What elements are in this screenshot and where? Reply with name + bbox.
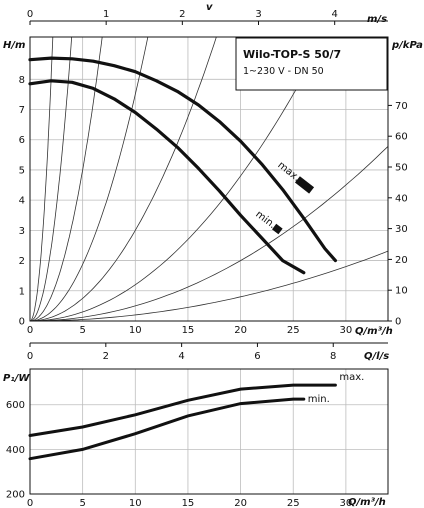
y-tick-label: 8: [19, 75, 25, 86]
top-axis-tick-label: 0: [27, 9, 33, 20]
chart-subtitle: 1~230 V - DN 50: [243, 66, 324, 77]
top-axis-tick-label: 1: [103, 9, 109, 20]
power-curve-label: min.: [308, 394, 330, 405]
operating-range-marker: [272, 223, 283, 235]
power-x-axis-label: Q/m³/h: [348, 497, 386, 508]
y-tick-label: 3: [19, 226, 25, 237]
y2-tick-label: 30: [395, 224, 408, 235]
power-x-tick-label: 0: [27, 498, 33, 508]
system-curve: [30, 37, 73, 321]
power-x-tick-label: 15: [182, 498, 195, 508]
head-chart-frame: [29, 36, 389, 322]
top-axis-tick-label: 2: [179, 9, 185, 20]
power-chart-frame: [29, 368, 389, 495]
system-curves: [30, 37, 388, 321]
x-tick-label: 5: [79, 325, 85, 336]
top-axis-label: v: [206, 2, 213, 13]
power-curve-max: [28, 383, 337, 437]
title-box: [235, 37, 388, 91]
power-x-tick-label: 25: [287, 498, 300, 508]
y2-tick-label: 10: [395, 286, 408, 297]
y2-tick-label: 70: [395, 101, 408, 112]
lps-axis-tick-label: 8: [330, 351, 336, 362]
power-x-tick-label: 10: [129, 498, 142, 508]
system-curve: [30, 146, 388, 321]
power-curves: max. min.: [28, 372, 364, 461]
system-curve: [30, 37, 149, 321]
system-curve: [30, 37, 54, 321]
power-chart-grid: [30, 369, 388, 495]
y2-tick-label: 0: [395, 317, 401, 328]
system-curve: [30, 37, 326, 321]
top-axis-tick-label: 4: [331, 9, 337, 20]
power-x-tick-label: 5: [79, 498, 85, 508]
x-tick-label: 10: [129, 325, 142, 336]
y-axis-label: H/m: [3, 40, 25, 51]
y-tick-label: 5: [19, 165, 25, 176]
head-curve-max: [28, 56, 337, 263]
y-tick-label: 1: [19, 286, 25, 297]
y-tick-label: 4: [19, 196, 25, 207]
x-tick-label: 30: [340, 325, 353, 336]
power-curve-min: [28, 397, 306, 461]
power-y-tick-label: 400: [6, 445, 25, 456]
power-chart-ticks: 0 5 10 15 20 25 30 200 400 600 0 2 4 6 8: [6, 342, 388, 508]
y2-tick-label: 20: [395, 255, 408, 266]
lps-axis-tick-label: 0: [27, 351, 33, 362]
y-tick-label: 7: [19, 105, 25, 116]
system-curve: [30, 37, 103, 321]
head-chart-ticks: 0 5 10 15 20 25 30 0 1 2 3 4 5 6 7 8 0 10 20 30 40 50 60 70 0 1 2 3…: [19, 9, 408, 336]
top-axis-tick-label: 3: [255, 9, 261, 20]
x-tick-label: 25: [287, 325, 300, 336]
x-tick-label: 20: [234, 325, 247, 336]
power-curve-label: max.: [339, 372, 364, 383]
lps-axis-label: Q/l/s: [364, 351, 389, 362]
lps-axis-tick-label: 6: [254, 351, 260, 362]
lps-axis-tick-label: 4: [178, 351, 184, 362]
top-axis-unit: m/s: [367, 14, 387, 25]
x-axis-label: Q/m³/h: [355, 326, 393, 337]
x-tick-label: 15: [182, 325, 195, 336]
head-curve-min: [28, 79, 306, 275]
y2-tick-label: 60: [395, 132, 408, 143]
y-tick-label: 2: [19, 256, 25, 267]
y-tick-label: 0: [19, 317, 25, 328]
y-tick-label: 6: [19, 135, 25, 146]
power-x-tick-label: 30: [340, 498, 353, 508]
power-x-tick-label: 20: [234, 498, 247, 508]
y2-axis-label: p/kPa: [391, 40, 423, 51]
y2-tick-label: 40: [395, 193, 408, 204]
system-curve: [30, 250, 388, 321]
system-curve: [30, 37, 217, 321]
y2-tick-label: 50: [395, 163, 408, 174]
lps-axis-tick-label: 2: [103, 351, 109, 362]
power-y-tick-label: 200: [6, 490, 25, 501]
x-tick-label: 0: [27, 325, 33, 336]
power-y-axis-label: P₁/W: [3, 373, 30, 384]
operating-range-marker: [294, 176, 315, 194]
power-y-tick-label: 600: [6, 400, 25, 411]
chart-title: Wilo-TOP-S 50/7: [243, 48, 341, 61]
